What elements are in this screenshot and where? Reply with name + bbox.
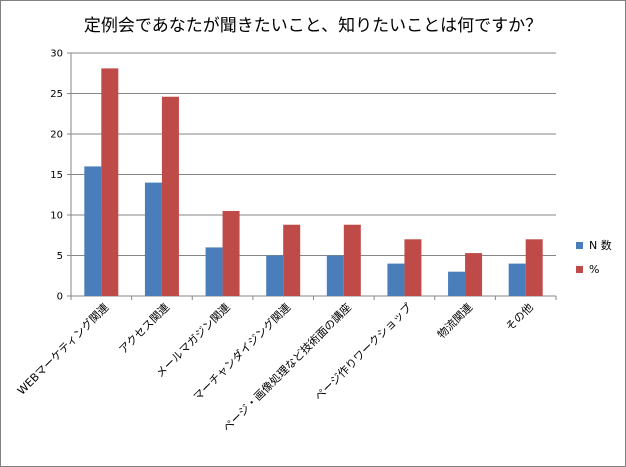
bar-n: [205, 247, 223, 296]
x-category-label: アクセス関連: [116, 300, 172, 356]
bar-percent: [404, 239, 422, 296]
bar-percent: [222, 210, 240, 296]
y-tick-label: 10: [50, 211, 63, 222]
y-tick-label: 5: [57, 251, 63, 262]
chart-title: 定例会であなたが聞きたいこと、知りたいことは何ですか？: [83, 16, 543, 36]
y-tick-label: 20: [50, 130, 63, 141]
bar-n: [387, 263, 405, 296]
bar-n: [448, 271, 466, 296]
bar-percent: [525, 239, 543, 296]
bar-n: [508, 263, 526, 296]
bar-percent: [101, 68, 119, 296]
legend-swatch-n: [576, 241, 583, 249]
y-tick-label: 30: [50, 49, 63, 60]
x-category-label: 物流関連: [434, 300, 475, 341]
bar-n: [144, 182, 162, 296]
y-tick-label: 25: [50, 89, 63, 100]
x-category-label: その他: [503, 301, 536, 334]
legend-swatch-percent: [576, 265, 583, 273]
x-category-label: ページ作りワークショップ: [312, 301, 414, 403]
bar-n: [266, 255, 284, 296]
bar-n: [326, 255, 344, 296]
bar-percent: [465, 253, 483, 296]
x-category-label: WEBマーケティング関連: [14, 300, 111, 397]
bar-n: [84, 166, 102, 296]
x-category-label: ページ・画像処理など技術面の講座: [220, 300, 354, 434]
bar-percent: [343, 224, 361, 296]
legend-item-n: N 数: [576, 233, 612, 257]
bar-percent: [283, 224, 301, 296]
legend-item-percent: %: [576, 257, 612, 281]
x-category-label: マーチャンダイジング関連: [190, 300, 293, 403]
legend-label-percent: %: [589, 262, 600, 276]
legend-label-n: N 数: [589, 239, 612, 252]
y-tick-label: 0: [57, 292, 63, 303]
legend: N 数 %: [576, 233, 612, 281]
y-tick-label: 15: [50, 170, 63, 181]
bar-percent: [161, 96, 179, 297]
